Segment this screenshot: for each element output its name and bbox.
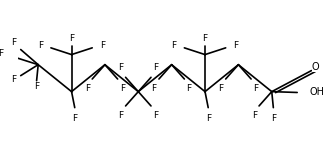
Text: F: F [69,34,74,43]
Text: F: F [252,111,257,120]
Text: F: F [72,113,77,122]
Text: F: F [120,84,125,93]
Text: F: F [85,84,90,93]
Text: OH: OH [310,88,325,97]
Text: F: F [171,41,176,50]
Text: F: F [153,111,158,120]
Text: F: F [38,41,43,50]
Text: F: F [118,63,123,72]
Text: F: F [203,34,208,43]
Text: F: F [271,113,276,122]
Text: F: F [118,111,123,120]
Text: F: F [253,84,258,93]
Text: F: F [218,84,223,93]
Text: F: F [0,49,3,58]
Text: O: O [312,62,320,72]
Text: F: F [11,38,16,47]
Text: F: F [11,75,16,84]
Text: F: F [152,84,157,93]
Text: F: F [153,63,158,72]
Text: F: F [234,41,239,50]
Text: F: F [186,84,192,93]
Text: F: F [100,41,105,50]
Text: F: F [34,82,39,91]
Text: F: F [206,113,211,122]
